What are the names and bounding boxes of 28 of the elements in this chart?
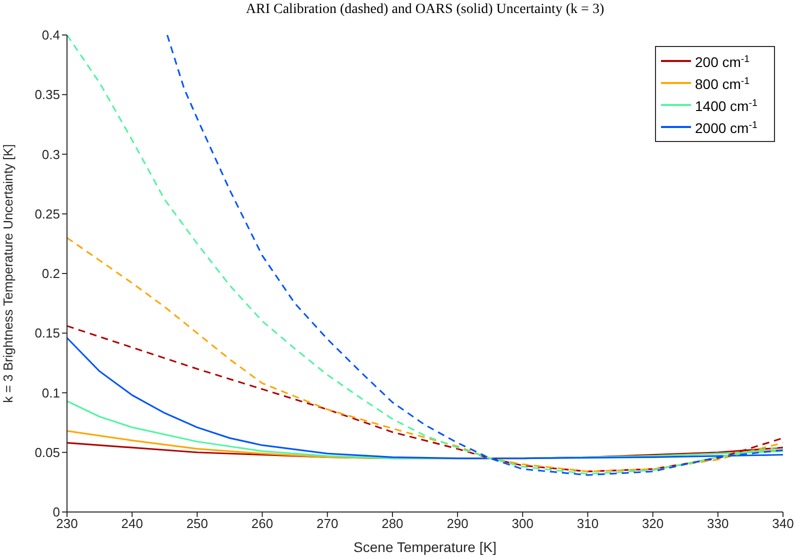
x-tick-label: 250: [186, 516, 208, 532]
x-tick-label: 320: [642, 516, 664, 532]
x-tick-label: 300: [512, 516, 534, 532]
x-axis-title: Scene Temperature [K]: [354, 539, 496, 555]
y-tick-label: 0.4: [42, 28, 60, 43]
x-tick-label: 330: [707, 516, 729, 532]
y-tick-label: 0.3: [42, 146, 60, 162]
y-tick-label: 0.15: [34, 326, 60, 341]
x-tick-label: 260: [251, 516, 274, 532]
y-tick-label: 0.2: [42, 266, 60, 282]
x-tick-label: 340: [772, 516, 794, 532]
chart-title: ARI Calibration (dashed) and OARS (solid) Uncertainty (k = 3): [244, 2, 606, 18]
x-tick-label: 240: [121, 516, 143, 532]
legend-label: 1400 cm$^{-1}$: [695, 98, 758, 114]
x-tick-label: 290: [446, 516, 468, 532]
y-tick-label: 0.35: [34, 87, 60, 102]
y-tick-label: 0.25: [34, 206, 60, 222]
line-series: [67, 325, 783, 472]
y-tick-label: 0.05: [34, 444, 60, 460]
x-tick-label: 310: [576, 516, 599, 532]
y-tick-label: 0.1: [42, 385, 60, 400]
x-tick-label: 270: [316, 516, 338, 532]
line-series: [67, 236, 783, 472]
x-tick-label: 280: [382, 516, 404, 532]
legend-label: 800 cm$^{-1}$: [695, 76, 750, 92]
legend-label: 2000 cm$^{-1}$: [695, 120, 758, 136]
legend-label: 200 cm$^{-1}$: [695, 54, 750, 70]
y-axis-title: k = 3 Brightness Temperature Uncertainty [K]: [0, 144, 16, 403]
